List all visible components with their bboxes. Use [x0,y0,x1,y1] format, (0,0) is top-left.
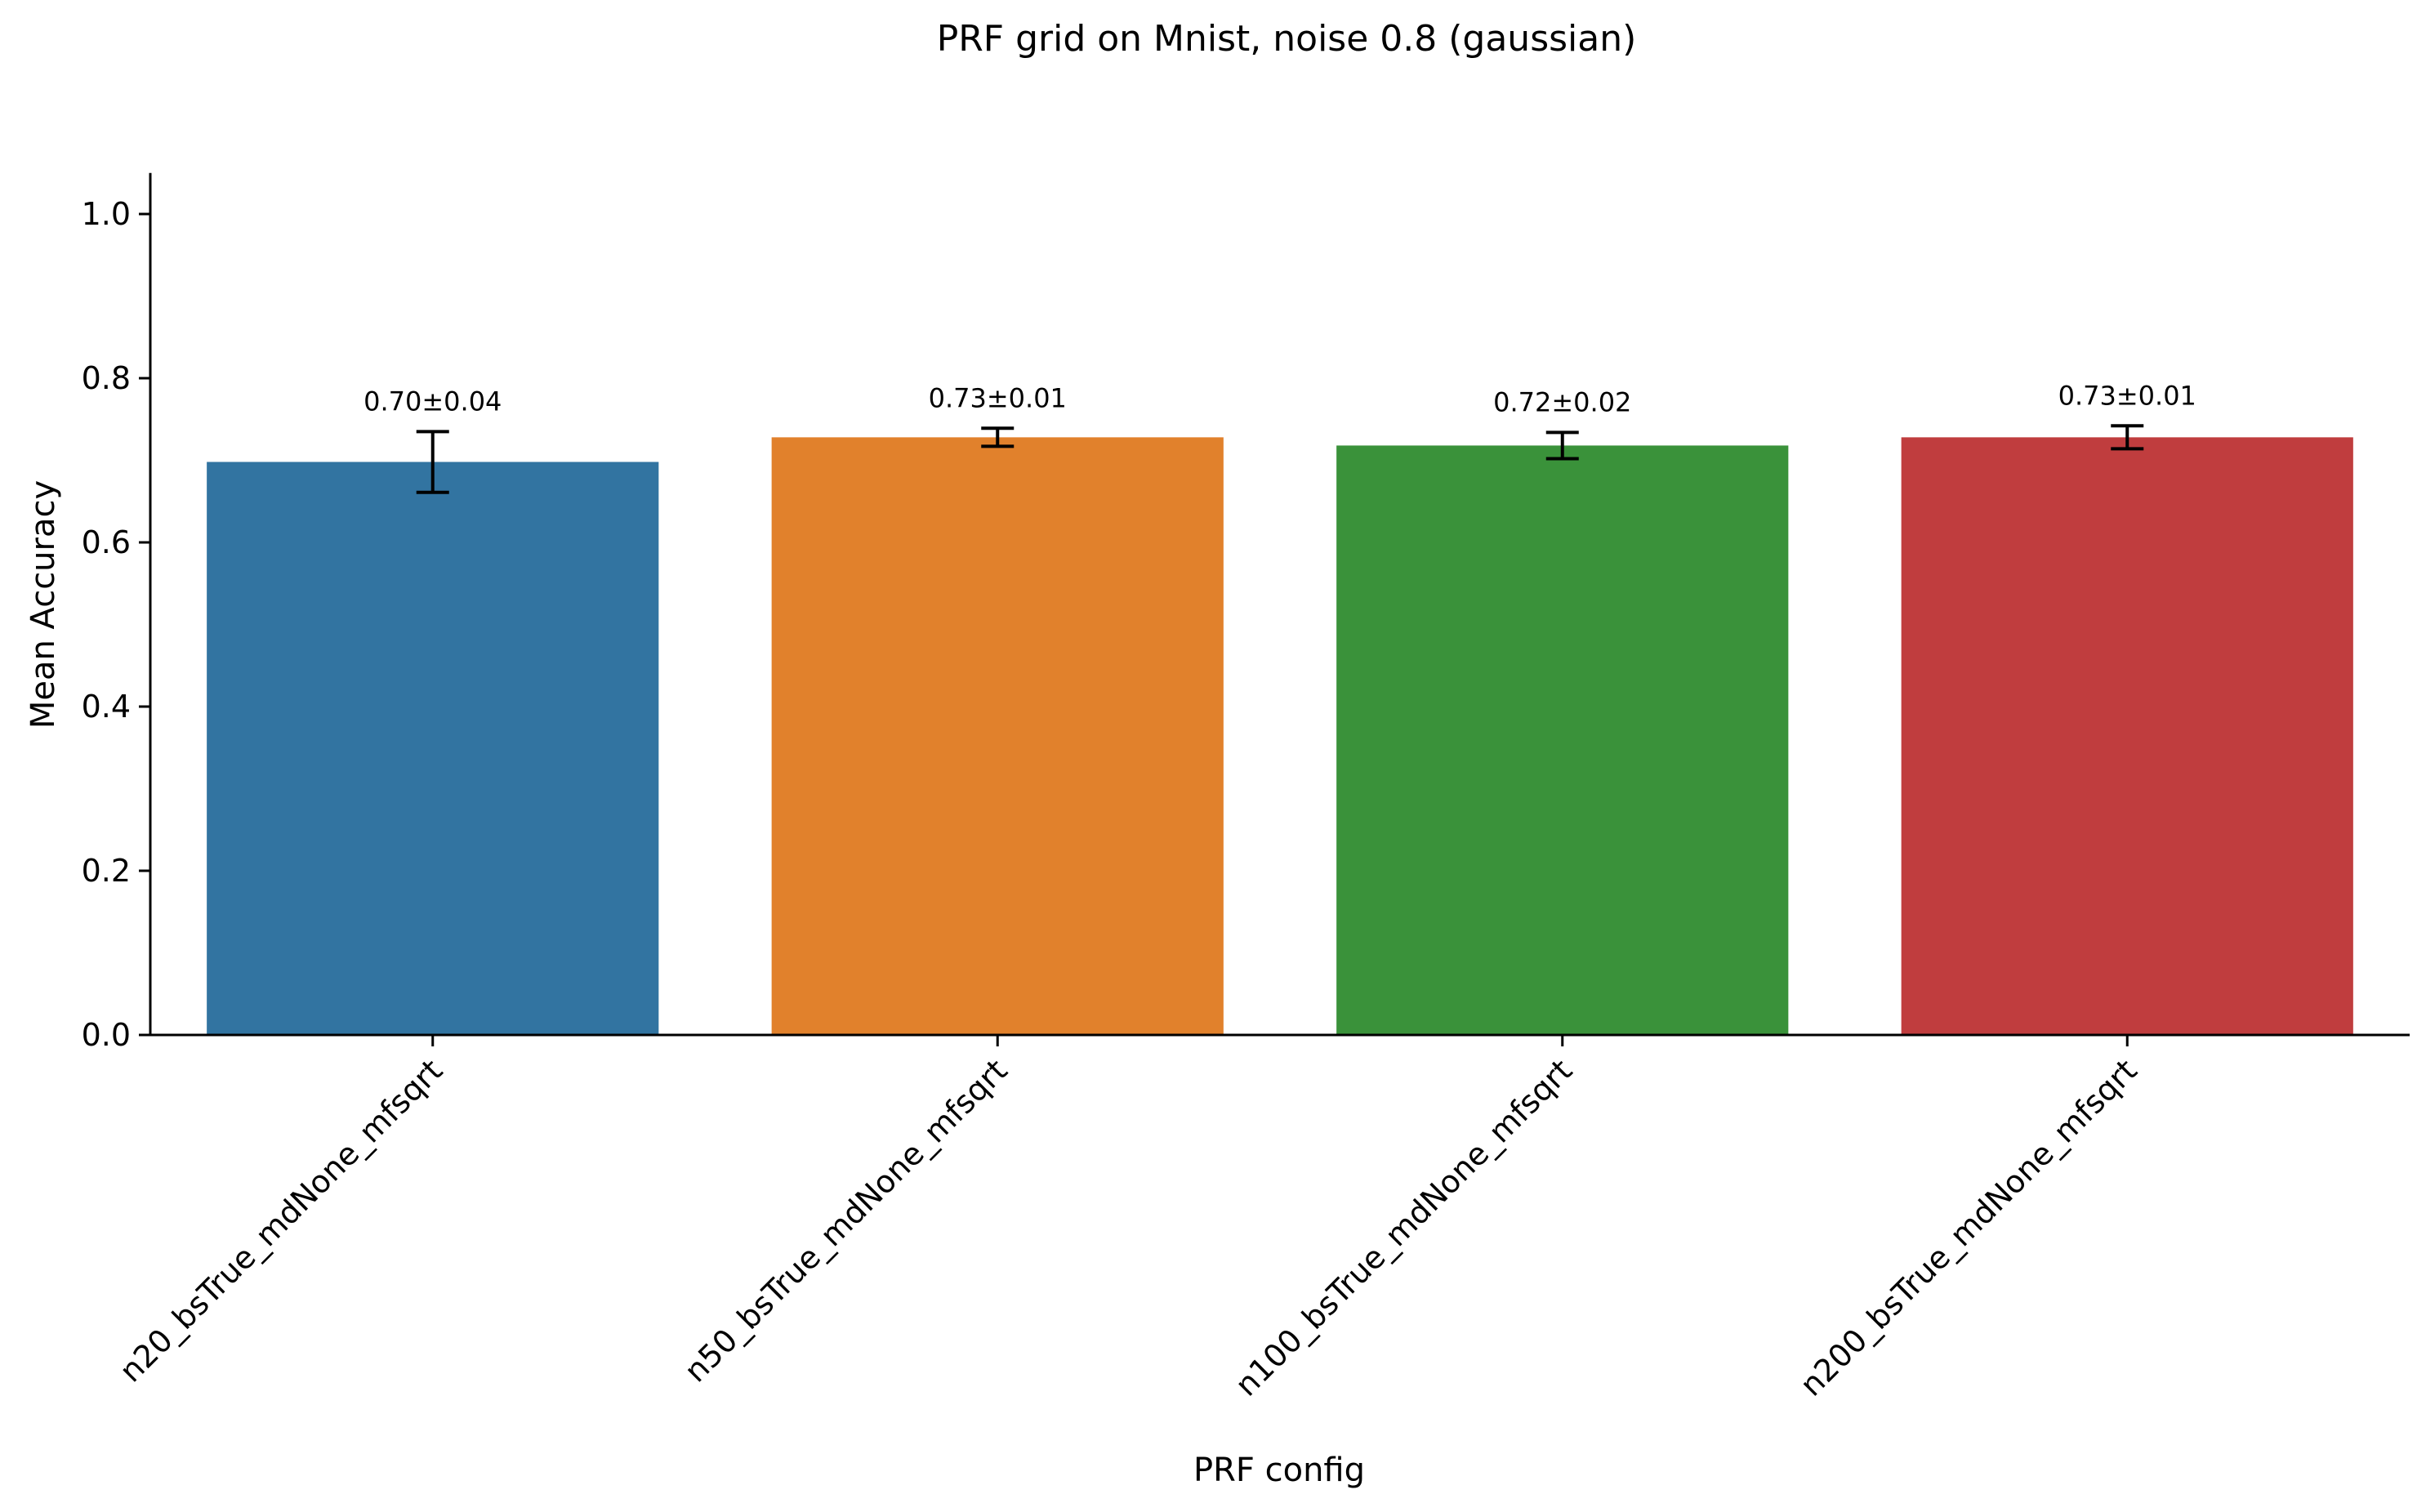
y-tick-label-1: 0.0 [82,1017,131,1053]
error-bar-4 [2111,424,2144,451]
bar-3 [1336,445,1789,1035]
bars-layer [207,437,2353,1035]
bar-4 [1901,437,2353,1035]
y-tick-label-2: 0.2 [82,853,131,889]
error-bar-3 [1545,430,1579,461]
value-labels-layer: 0.70±0.04 0.73±0.01 0.72±0.02 0.73±0.01 [363,380,2196,417]
y-tick-label-6: 1.0 [82,196,131,232]
x-tick-label-1: n20_bsTrue_mdNone_mfsqrt [113,1052,449,1389]
y-tick-label-4: 0.6 [82,524,131,560]
x-axis: n20_bsTrue_mdNone_mfsqrt n50_bsTrue_mdNon… [113,1033,2410,1403]
x-tick-label-3: n100_bsTrue_mdNone_mfsqrt [1229,1052,1579,1403]
value-label-1: 0.70±0.04 [363,386,502,417]
y-tick-label-3: 0.4 [82,689,131,725]
value-label-3: 0.72±0.02 [1493,386,1631,417]
value-label-4: 0.73±0.01 [2058,380,2196,411]
error-bar-1 [416,430,449,494]
x-axis-label: PRF config [1193,1452,1365,1489]
bar-2 [771,437,1224,1035]
error-bars-layer [416,424,2144,494]
y-tick-label-5: 0.8 [82,360,131,396]
bar-1 [207,462,659,1035]
error-bar-2 [981,426,1015,448]
y-axis: 0.0 0.2 0.4 0.6 0.8 1.0 [82,172,152,1053]
x-tick-label-4: n200_bsTrue_mdNone_mfsqrt [1793,1052,2143,1403]
value-label-2: 0.73±0.01 [929,382,1067,413]
y-axis-label: Mean Accuracy [25,480,62,729]
chart-title: PRF grid on Mnist, noise 0.8 (gaussian) [937,18,1637,60]
x-tick-label-2: n50_bsTrue_mdNone_mfsqrt [677,1052,1014,1389]
